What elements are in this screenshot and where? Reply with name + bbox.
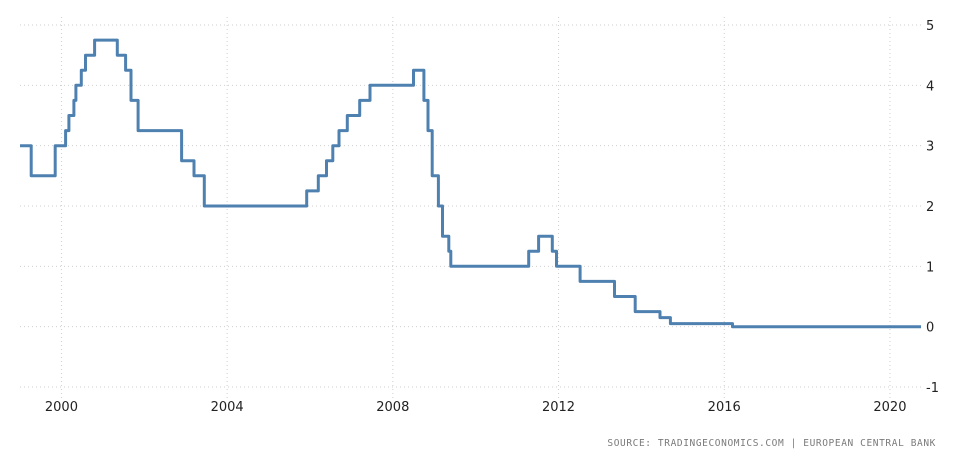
x-tick-label: 2008: [376, 400, 409, 415]
gridlines: [20, 17, 921, 398]
x-axis-ticks: 2000 2004 2008 2012 2016 2020: [45, 400, 907, 415]
x-tick-label: 2004: [211, 400, 244, 415]
y-tick-label: 2: [926, 200, 934, 215]
x-tick-label: 2020: [873, 400, 906, 415]
x-tick-label: 2000: [45, 400, 78, 415]
y-tick-label: 5: [926, 19, 934, 34]
y-tick-label: 4: [926, 79, 934, 94]
rate-series-line: [20, 38, 921, 329]
y-tick-label: 3: [926, 140, 934, 155]
y-axis-ticks: 5 4 3 2 1 0 -1: [926, 19, 939, 396]
x-tick-label: 2012: [542, 400, 575, 415]
x-tick-label: 2016: [708, 400, 741, 415]
y-tick-label: 0: [926, 321, 934, 336]
y-tick-label: 1: [926, 260, 934, 275]
y-tick-label: -1: [926, 381, 939, 396]
source-caption: SOURCE: TRADINGECONOMICS.COM | EUROPEAN …: [607, 438, 936, 449]
